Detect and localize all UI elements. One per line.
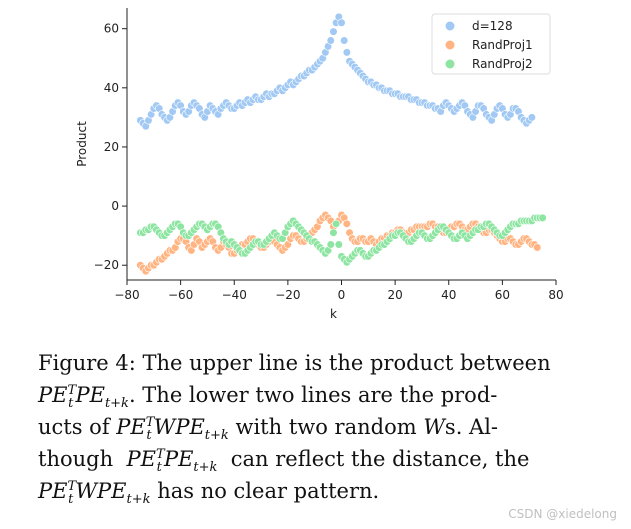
- data-point: [326, 240, 335, 249]
- caption-math: PETt PEt+k: [38, 383, 129, 412]
- series-randproj2: [136, 213, 547, 267]
- x-tick-label: −80: [114, 288, 139, 302]
- x-tick-label: −60: [168, 288, 193, 302]
- legend-marker: [445, 59, 455, 69]
- caption-math: PETt PEt+k: [126, 447, 218, 476]
- legend-marker: [445, 21, 455, 31]
- legend-label: RandProj1: [472, 38, 533, 52]
- x-tick-label: 80: [548, 288, 563, 302]
- legend-box: [431, 13, 551, 75]
- caption-math: W: [423, 415, 445, 439]
- y-tick-label: −20: [94, 258, 119, 272]
- caption-text: can reflect the distance, the: [230, 447, 530, 471]
- caption-text: has no clear pattern.: [157, 479, 380, 503]
- data-point: [329, 27, 338, 36]
- y-tick-label: 0: [111, 199, 119, 213]
- x-axis-label: k: [330, 307, 337, 321]
- x-tick-label: −40: [222, 288, 247, 302]
- x-tick-label: 20: [387, 288, 402, 302]
- series-d-128: [136, 12, 536, 131]
- caption-math: PETt WPEt+k: [116, 415, 229, 444]
- data-point: [329, 228, 338, 237]
- legend-label: RandProj2: [472, 57, 533, 71]
- data-point: [533, 243, 542, 252]
- data-point: [342, 48, 351, 57]
- y-axis-label: Product: [75, 121, 89, 167]
- data-point: [332, 219, 341, 228]
- caption-line-2: PETt PEt+k. The lower two lines are the …: [38, 379, 620, 411]
- caption-text: . The lower two lines are the prod-: [128, 383, 498, 407]
- legend-label: d=128: [472, 19, 513, 33]
- x-tick-label: 0: [338, 288, 346, 302]
- data-point: [527, 113, 536, 122]
- caption-text: Figure 4: The upper line is the product …: [38, 351, 551, 375]
- caption-text: with two random: [235, 415, 417, 439]
- y-tick-label: 40: [104, 81, 119, 95]
- series-randproj1: [136, 210, 542, 276]
- watermark: CSDN @xiedelong: [508, 507, 617, 521]
- chart-legend: d=128 RandProj1 RandProj2: [431, 13, 551, 75]
- caption-line-1: Figure 4: The upper line is the product …: [38, 347, 620, 379]
- caption-text: s. Al-: [444, 415, 499, 439]
- caption-line-5: PETt WPEt+k has no clear pattern.: [38, 475, 620, 507]
- scatter-chart: −80 −60 −40 −20 0 20 40 60 80−200204060kProduct …: [75, 8, 564, 321]
- data-point: [340, 36, 349, 45]
- data-point: [342, 219, 351, 228]
- y-tick-label: 60: [104, 22, 119, 36]
- data-point: [326, 36, 335, 45]
- data-point: [337, 18, 346, 27]
- chart-marks: [136, 12, 547, 276]
- caption-text: ucts of: [38, 415, 110, 439]
- x-tick-label: −20: [275, 288, 300, 302]
- data-point: [538, 213, 547, 223]
- figure-caption: Figure 4: The upper line is the product …: [38, 347, 620, 507]
- chart-axes: −80 −60 −40 −20 0 20 40 60 80 −20 0 20 40 60 k Product: [75, 8, 564, 321]
- caption-math: PETt WPEt+k: [38, 479, 151, 508]
- data-point: [334, 240, 343, 249]
- legend-marker: [445, 40, 455, 50]
- y-tick-label: 20: [104, 140, 119, 154]
- x-tick-label: 60: [495, 288, 510, 302]
- caption-line-4: though PETt PEt+k can reflect the distan…: [38, 443, 620, 475]
- caption-line-3: ucts of PETt WPEt+k with two random Ws. …: [38, 411, 620, 443]
- x-tick-label: 40: [441, 288, 456, 302]
- caption-text: though: [38, 447, 114, 471]
